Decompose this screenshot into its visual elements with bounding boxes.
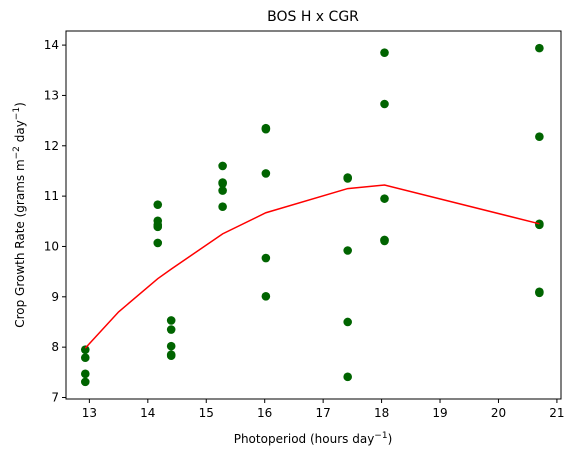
data-point-36: [535, 132, 544, 142]
x-tick-label: 20: [491, 406, 506, 420]
data-point-8: [153, 222, 163, 232]
y-tick-label: 9: [51, 290, 59, 304]
x-tick-label: 14: [140, 406, 155, 420]
x-tick-label: 13: [82, 406, 97, 420]
y-axis-label-sup2: −1: [12, 107, 22, 120]
data-point-29: [343, 372, 352, 382]
data-point-3: [80, 369, 90, 379]
x-axis: 13 14 15 16 17 18 19 20 21: [82, 399, 565, 420]
y-axis-label-base: Crop Growth Rate (grams m: [13, 159, 27, 327]
data-point-4: [80, 377, 90, 387]
y-axis: 7 8 9 10 11 12 13 14: [44, 38, 66, 404]
data-point-32: [380, 194, 389, 203]
data-point-10: [166, 316, 176, 325]
y-axis-label-close: ): [13, 102, 27, 107]
x-axis-label-base: Photoperiod (hours day: [234, 432, 375, 446]
y-tick-label: 14: [44, 38, 59, 52]
data-point-34: [380, 236, 389, 246]
plot-frame: [65, 30, 562, 400]
data-point-21: [261, 124, 271, 134]
data-point-24: [261, 292, 271, 301]
data-point-1: [80, 345, 90, 354]
x-tick-label: 19: [432, 406, 447, 420]
y-tick-label: 8: [51, 340, 59, 354]
data-point-31: [380, 99, 389, 109]
x-tick-label: 17: [316, 406, 331, 420]
x-axis-label-sup: −1: [374, 431, 387, 441]
data-point-35: [535, 43, 544, 53]
y-tick-label: 10: [44, 239, 59, 253]
data-point-19: [218, 202, 227, 211]
x-axis-label: Photoperiod (hours day−1): [234, 431, 393, 446]
data-point-38: [535, 220, 544, 230]
x-tick-label: 18: [374, 406, 389, 420]
data-point-18: [218, 186, 227, 195]
x-axis-label-close: ): [388, 432, 393, 446]
y-tick-label: 13: [44, 88, 59, 102]
y-tick-label: 12: [44, 139, 59, 153]
data-point-26: [343, 174, 352, 183]
data-point-5: [153, 200, 163, 209]
data-point-2: [80, 353, 90, 363]
data-point-22: [261, 169, 271, 178]
data-point-40: [535, 288, 544, 298]
chart-title: BOS H x CGR: [267, 9, 359, 25]
data-point-28: [343, 317, 352, 327]
plot-area: [80, 43, 544, 387]
y-tick-label: 7: [51, 390, 59, 404]
y-axis-label-mid: day: [13, 120, 27, 146]
data-point-23: [261, 253, 271, 263]
data-point-30: [380, 48, 389, 57]
y-axis-label: Crop Growth Rate (grams m−2 day−1): [12, 102, 27, 328]
trend-line: [84, 184, 540, 349]
y-tick-label: 11: [44, 189, 59, 203]
data-point-27: [343, 246, 352, 255]
data-point-11: [166, 325, 176, 334]
data-point-15: [218, 161, 227, 171]
data-point-12: [166, 341, 176, 351]
x-tick-label: 15: [199, 406, 214, 420]
data-point-9: [153, 238, 163, 248]
data-point-14: [166, 351, 176, 361]
x-tick-label: 21: [549, 406, 564, 420]
x-tick-label: 16: [257, 406, 272, 420]
data-point-17: [218, 179, 227, 188]
y-axis-label-sup1: −2: [12, 146, 22, 159]
